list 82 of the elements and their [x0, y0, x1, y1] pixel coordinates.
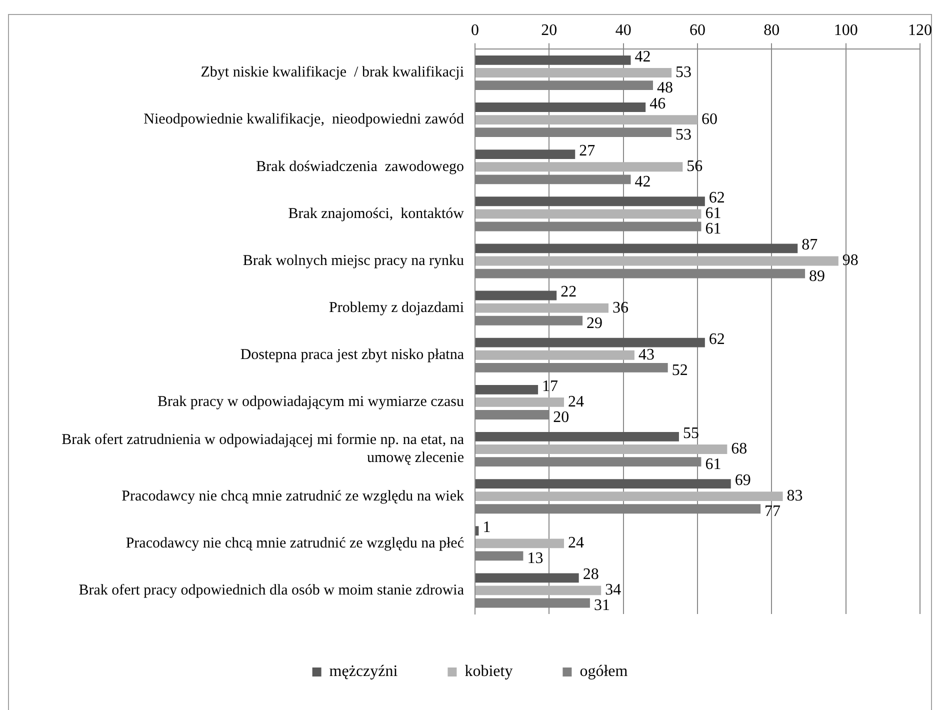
- data-label: 62: [708, 330, 725, 348]
- bar: [476, 256, 838, 266]
- bar: [476, 444, 728, 454]
- data-label: 61: [705, 220, 722, 238]
- data-label: 60: [702, 111, 718, 128]
- data-label: 31: [594, 597, 610, 614]
- data-label: 42: [634, 48, 651, 66]
- x-tick-label: 100: [834, 22, 858, 39]
- data-label: 68: [731, 440, 748, 458]
- y-tick-label: Pracodawcy nie chcą mnie zatrudnić ze względu na wiek: [122, 488, 464, 504]
- bar: [476, 196, 705, 206]
- data-label: 48: [657, 79, 673, 96]
- data-label: 89: [809, 268, 826, 285]
- data-label: 56: [686, 158, 703, 176]
- data-label: 34: [605, 582, 622, 599]
- bar: [476, 162, 683, 172]
- data-label: 87: [802, 236, 818, 254]
- legend-label: kobiety: [464, 663, 513, 680]
- data-label: 13: [527, 550, 544, 568]
- bar: [476, 290, 557, 300]
- y-tick-label: Brak ofert zatrudnienia w odpowiadającej mi formie np. na etat, na umowę zlecenie: [62, 432, 464, 466]
- data-label: 69: [734, 472, 751, 489]
- data-label: 29: [586, 314, 603, 332]
- data-label: 24: [568, 393, 584, 410]
- bar: [476, 209, 702, 219]
- x-tick-label: 40: [615, 22, 632, 39]
- data-label: 83: [786, 488, 803, 505]
- x-tick-label: 80: [764, 22, 780, 39]
- legend-label: mężczyźni: [329, 663, 398, 680]
- y-tick-label: Dostepna praca jest zbyt nisko płatna: [240, 347, 464, 364]
- bar: [476, 55, 631, 65]
- y-tick-label: Pracodawcy nie chcą mnie zatrudnić ze względu na płeć: [126, 535, 464, 552]
- bar: [476, 586, 602, 596]
- data-label: 43: [638, 346, 654, 364]
- data-label: 42: [634, 174, 651, 191]
- bar: [476, 479, 731, 488]
- data-label: 36: [612, 299, 628, 316]
- data-label: 22: [560, 284, 577, 301]
- data-label: 24: [568, 534, 584, 552]
- x-tick-label: 0: [471, 22, 479, 39]
- y-tick-label: Brak znajomości, kontaktów: [288, 206, 464, 222]
- data-label: 27: [579, 142, 596, 160]
- bar: [476, 303, 608, 313]
- bar: [476, 338, 705, 348]
- data-label: 53: [676, 126, 692, 144]
- y-tick-label: Problemy z dojazdami: [329, 300, 464, 316]
- y-tick-label: Brak doświadczenia zawodowego: [256, 158, 464, 175]
- bar: [476, 573, 579, 583]
- data-label: 28: [582, 566, 599, 584]
- data-label: 98: [842, 252, 858, 270]
- data-label: 61: [705, 205, 722, 222]
- legend-label: ogółem: [580, 663, 628, 680]
- y-tick-label: Brak wolnych miejsc pracy na rynku: [242, 252, 464, 269]
- data-label: 17: [542, 378, 558, 395]
- bar: [476, 384, 538, 394]
- x-tick-label: 60: [690, 22, 706, 39]
- bar: [476, 115, 698, 125]
- data-label: 1: [482, 519, 491, 536]
- data-label: 20: [553, 408, 570, 426]
- y-tick-label: Brak ofert pracy odpowiednich dla osób w moim stanie zdrowia: [78, 582, 464, 598]
- bar: [476, 350, 634, 360]
- bar: [476, 244, 798, 254]
- bar: [476, 68, 672, 78]
- data-label: 52: [672, 362, 688, 379]
- x-tick-label: 120: [908, 22, 932, 39]
- data-label: 46: [650, 95, 666, 112]
- data-label: 77: [764, 503, 781, 520]
- data-label: 62: [708, 190, 725, 207]
- y-tick-label: Zbyt niskie kwalifikacje / brak kwalifikacji: [200, 64, 464, 81]
- bar: [476, 538, 564, 548]
- bar: [476, 150, 576, 160]
- data-label: 61: [705, 456, 722, 474]
- bar: [476, 432, 679, 442]
- bar: [476, 397, 564, 407]
- data-label: 53: [676, 64, 692, 81]
- x-tick-label: 20: [541, 22, 558, 39]
- y-tick-label: Nieodpowiednie kwalifikacje, nieodpowiedni zawód: [144, 112, 464, 128]
- y-tick-label: Brak pracy w odpowiadającym mi wymiarze czasu: [157, 394, 464, 410]
- data-label: 55: [682, 424, 699, 442]
- bar: [476, 526, 479, 536]
- bar: [476, 102, 646, 112]
- bar: [476, 492, 783, 502]
